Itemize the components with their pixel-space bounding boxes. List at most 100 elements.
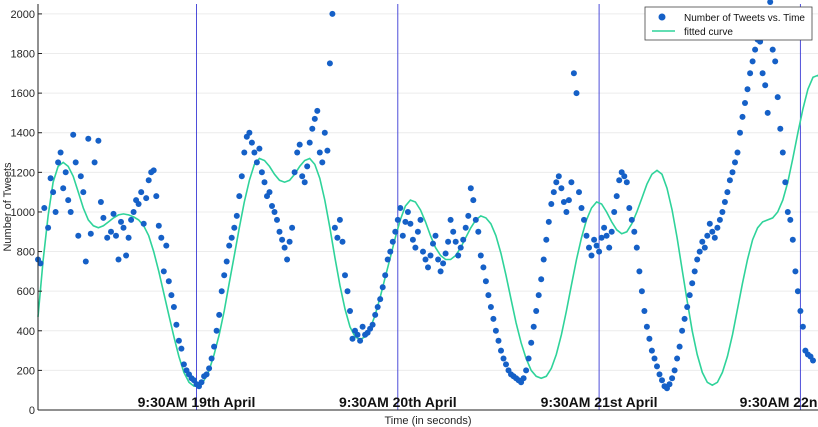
tweet-count-point xyxy=(253,159,260,166)
tweet-count-point xyxy=(422,256,429,263)
tweet-count-point xyxy=(354,331,361,338)
tweet-count-point xyxy=(291,169,298,176)
tweet-count-point xyxy=(412,244,419,251)
tweet-count-point xyxy=(694,256,701,263)
tweet-count-point xyxy=(316,149,323,156)
tweet-count-point xyxy=(37,260,44,267)
tweet-count-point xyxy=(369,321,376,328)
tweet-count-point xyxy=(676,343,683,350)
tweet-count-point xyxy=(440,260,447,267)
tweet-count-point xyxy=(145,177,152,184)
tweet-count-point xyxy=(246,129,253,136)
tweet-count-point xyxy=(540,256,547,263)
tweet-count-point xyxy=(115,256,122,263)
tweet-count-point xyxy=(425,264,431,271)
tweet-count-point xyxy=(716,216,723,223)
y-axis-label: Number of Tweets xyxy=(2,162,14,252)
date-marker-label: 9:30AM 22nd April xyxy=(740,394,818,410)
tweet-count-point xyxy=(80,189,87,196)
tweet-count-point xyxy=(485,292,492,299)
tweet-count-point xyxy=(150,167,157,174)
tweet-count-point xyxy=(472,216,479,223)
tweet-count-point xyxy=(460,236,467,243)
tweet-count-point xyxy=(52,209,59,215)
tweet-count-point xyxy=(130,209,137,215)
tweet-count-point xyxy=(749,58,756,65)
fitted-curve-layer xyxy=(37,74,818,388)
tweet-count-point xyxy=(213,327,220,334)
tweet-count-point xyxy=(646,335,653,342)
y-tick-label: 800 xyxy=(17,247,35,259)
tweet-count-point xyxy=(170,304,177,310)
tweet-count-point xyxy=(492,327,499,334)
tweet-count-point xyxy=(218,288,225,295)
tweet-count-point xyxy=(545,218,552,225)
tweet-count-point xyxy=(583,232,590,239)
tweet-count-point xyxy=(77,173,84,180)
tweet-count-point xyxy=(737,129,743,136)
tweet-count-point xyxy=(284,256,291,263)
tweet-count-point xyxy=(304,163,311,170)
tweet-count-point xyxy=(699,238,706,245)
tweet-count-point xyxy=(437,268,444,275)
tweet-count-point xyxy=(553,179,560,186)
tweet-count-point xyxy=(774,94,781,101)
tweet-count-point xyxy=(457,244,464,251)
tweet-count-point xyxy=(742,100,748,106)
tweet-count-point xyxy=(281,244,288,251)
tweet-count-point xyxy=(430,240,436,247)
tweet-count-point xyxy=(143,195,150,202)
tweet-count-point xyxy=(377,296,384,303)
tweet-count-point xyxy=(258,169,265,176)
tweet-count-point xyxy=(357,337,364,344)
tweet-count-point xyxy=(113,232,119,239)
tweet-count-point xyxy=(175,337,182,344)
tweet-count-point xyxy=(95,137,102,144)
legend-label-points: Number of Tweets vs. Time xyxy=(684,13,805,24)
tweet-count-point xyxy=(241,149,248,156)
tweet-count-point xyxy=(648,347,655,354)
tweet-count-point xyxy=(550,189,557,196)
tweet-count-point xyxy=(767,0,774,5)
legend-label-curve: fitted curve xyxy=(684,27,733,38)
tweet-count-point xyxy=(309,125,316,132)
date-marker-label: 9:30AM 21st April xyxy=(541,394,658,410)
tweet-count-point xyxy=(759,70,766,77)
tweet-count-point xyxy=(578,205,585,211)
tweet-count-point xyxy=(450,228,457,235)
tweet-count-point xyxy=(570,70,577,77)
x-axis-label: Time (in seconds) xyxy=(384,415,471,427)
tweet-count-point xyxy=(769,46,776,53)
tweet-count-point xyxy=(656,371,663,378)
tweet-count-point xyxy=(452,238,459,245)
tweet-count-point xyxy=(631,228,638,235)
tweet-count-point xyxy=(608,228,615,235)
tweet-count-point xyxy=(70,131,77,138)
tweet-count-point xyxy=(372,311,379,318)
tweet-count-point xyxy=(311,115,318,122)
tweet-count-point xyxy=(576,189,582,196)
tweet-count-point xyxy=(158,234,165,241)
tweet-count-point xyxy=(706,220,713,227)
tweet-count-point xyxy=(342,272,348,279)
tweet-count-point xyxy=(67,209,74,215)
tweet-count-point xyxy=(336,216,343,223)
tweet-count-point xyxy=(477,252,484,259)
tweet-count-point xyxy=(726,177,733,184)
tweet-count-point xyxy=(721,199,728,205)
y-tick-label: 1000 xyxy=(11,207,35,219)
tweet-count-point xyxy=(535,292,542,299)
tweet-count-point xyxy=(72,159,79,166)
tweet-count-point xyxy=(163,242,170,249)
tweet-count-point xyxy=(276,228,283,235)
scatter-points-layer xyxy=(35,0,816,392)
tweet-count-point xyxy=(638,288,645,295)
tweet-count-point xyxy=(445,238,452,245)
tweet-count-point xyxy=(118,218,124,225)
tweet-count-point xyxy=(462,224,469,231)
y-tick-label: 600 xyxy=(17,286,35,298)
tweet-count-point xyxy=(701,244,708,251)
tweet-count-point xyxy=(533,308,540,314)
tweet-count-point xyxy=(359,323,366,330)
tweet-count-point xyxy=(256,145,263,152)
